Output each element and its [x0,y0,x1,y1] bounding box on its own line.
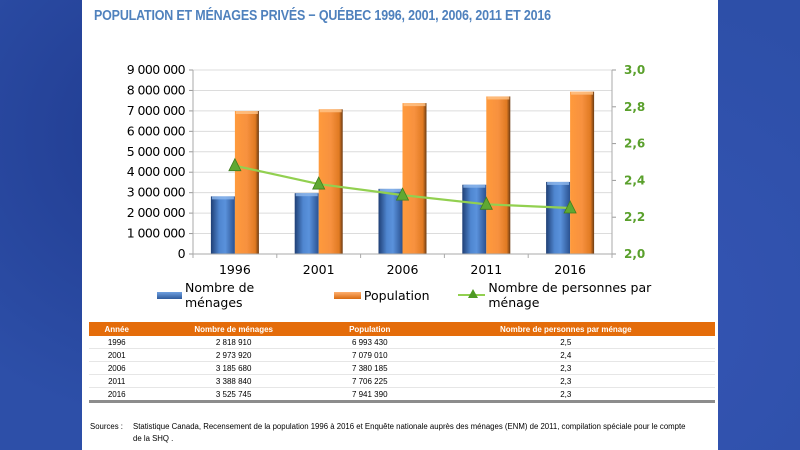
line-marker-triangle [395,187,410,201]
y-tick-label: 7 000 000 [127,103,186,118]
sources-label: Sources : [90,422,123,431]
cell-year: 2016 [89,387,145,403]
legend-item-personnes: Nombre de personnes par ménage [457,280,690,310]
line-marker-triangle [228,157,242,172]
x-tick-label: 2016 [554,262,586,277]
line-series [228,157,577,214]
sources-text: Statistique Canada, Recensement de la po… [133,422,686,443]
cell-menages: 3 525 745 [144,387,323,403]
y-tick-label: 6 000 000 [127,123,186,138]
cell-year: 2011 [89,374,145,388]
cell-personnes: 2,3 [416,361,715,375]
bar-menages-top [463,184,486,188]
cell-menages: 2 818 910 [144,336,323,349]
bar-population-top [571,91,594,95]
cell-population: 6 993 430 [322,336,417,349]
header-population: Population [322,322,417,336]
bar-population-top [235,111,258,115]
cell-year: 1996 [89,336,145,349]
legend-label: Nombre de personnes par ménage [488,280,652,310]
legend-item-menages: Nombre de ménages [157,280,306,310]
sources-note: Sources : Statistique Canada, Recensemen… [90,421,690,445]
bar-menages [210,196,235,254]
bar-population-top [403,103,426,107]
x-tick-label: 2011 [470,262,502,277]
y2-tick-label: 2,4 [624,173,645,187]
x-tick-label: 2006 [387,262,419,277]
table-row: 2016 3 525 745 7 941 390 2,3 [89,387,715,403]
bar-menages-top [547,181,570,185]
y-tick-label: 8 000 000 [127,82,186,97]
cell-menages: 2 973 920 [144,348,323,362]
cell-menages: 3 388 840 [144,374,323,388]
cell-menages: 3 185 680 [144,361,323,375]
legend-swatch-orange [333,291,361,299]
y2-tick-label: 2,6 [624,137,645,151]
table-row: 2006 3 185 680 7 380 185 2,3 [89,361,715,375]
bar-population [570,91,595,254]
y2-tick-label: 2,8 [624,100,645,114]
bar-menages [294,193,319,254]
line-marker-triangle [479,196,493,210]
bar-population [318,109,343,254]
header-annee: Année [89,322,145,336]
bar-population [234,111,259,254]
y-tick-label: 4 000 000 [127,164,186,179]
x-tick-label: 2001 [303,262,335,277]
slide-panel: POPULATION ET MÉNAGES PRIVÉS − QUÉBEC 19… [82,0,718,450]
line-marker-triangle [563,200,577,214]
cell-personnes: 2,3 [416,387,715,403]
bar-menages-top [211,196,234,200]
y-tick-label: 5 000 000 [127,144,186,159]
table-row: 2001 2 973 920 7 079 010 2,4 [89,348,715,362]
y-tick-label: 3 000 000 [127,185,186,200]
bar-menages-top [379,188,402,192]
legend: Nombre de ménages Population Nombre de p… [157,280,718,310]
bars [210,91,595,255]
table-row: 2011 3 388 840 7 706 225 2,3 [89,374,715,388]
combo-chart: 0 1 000 000 2 000 000 3 000 000 4 000 000 5 0… [127,62,645,277]
header-personnes: Nombre de personnes par ménage [416,322,715,336]
cell-population: 7 941 390 [322,387,417,403]
cell-population: 7 380 185 [322,361,417,375]
cell-personnes: 2,4 [416,348,715,362]
cell-population: 7 706 225 [322,374,417,388]
legend-label: Nombre de ménages [184,280,255,310]
axis-labels: 0 1 000 000 2 000 000 3 000 000 4 000 000 5 0… [127,62,645,277]
cell-year: 2001 [89,348,145,362]
bar-population [402,103,427,255]
bar-menages [462,184,487,254]
axes [189,69,616,258]
legend-swatch-triangle-line [457,289,486,301]
header-menages: Nombre de ménages [144,322,323,336]
table-header-row: Année Nombre de ménages Population Nombr… [89,322,715,336]
table-row: 1996 2 818 910 6 993 430 2,5 [89,336,715,349]
x-tick-label: 1996 [219,262,251,277]
legend-swatch-blue [157,291,182,299]
cell-year: 2006 [89,361,145,375]
y-tick-label: 2 000 000 [127,205,186,220]
y-tick-label: 9 000 000 [127,62,186,77]
y2-tick-label: 3,0 [624,63,645,77]
bar-population [486,96,511,255]
line-marker-triangle [312,176,326,190]
y2-tick-label: 2,2 [624,210,645,224]
bar-menages [546,181,571,254]
bar-population-top [319,109,342,113]
y-tick-label: 1 000 000 [127,226,186,241]
bar-menages-top [295,193,318,197]
cell-population: 7 079 010 [322,348,417,362]
legend-label: Population [363,287,430,303]
y-tick-label: 0 [178,246,186,261]
legend-item-population: Population [333,287,430,303]
y2-tick-label: 2,0 [624,247,645,261]
bar-population-top [487,96,510,100]
cell-personnes: 2,5 [416,336,715,349]
page-title: POPULATION ET MÉNAGES PRIVÉS − QUÉBEC 19… [94,8,551,24]
data-table: Année Nombre de ménages Population Nombr… [89,322,715,403]
cell-personnes: 2,3 [416,374,715,388]
